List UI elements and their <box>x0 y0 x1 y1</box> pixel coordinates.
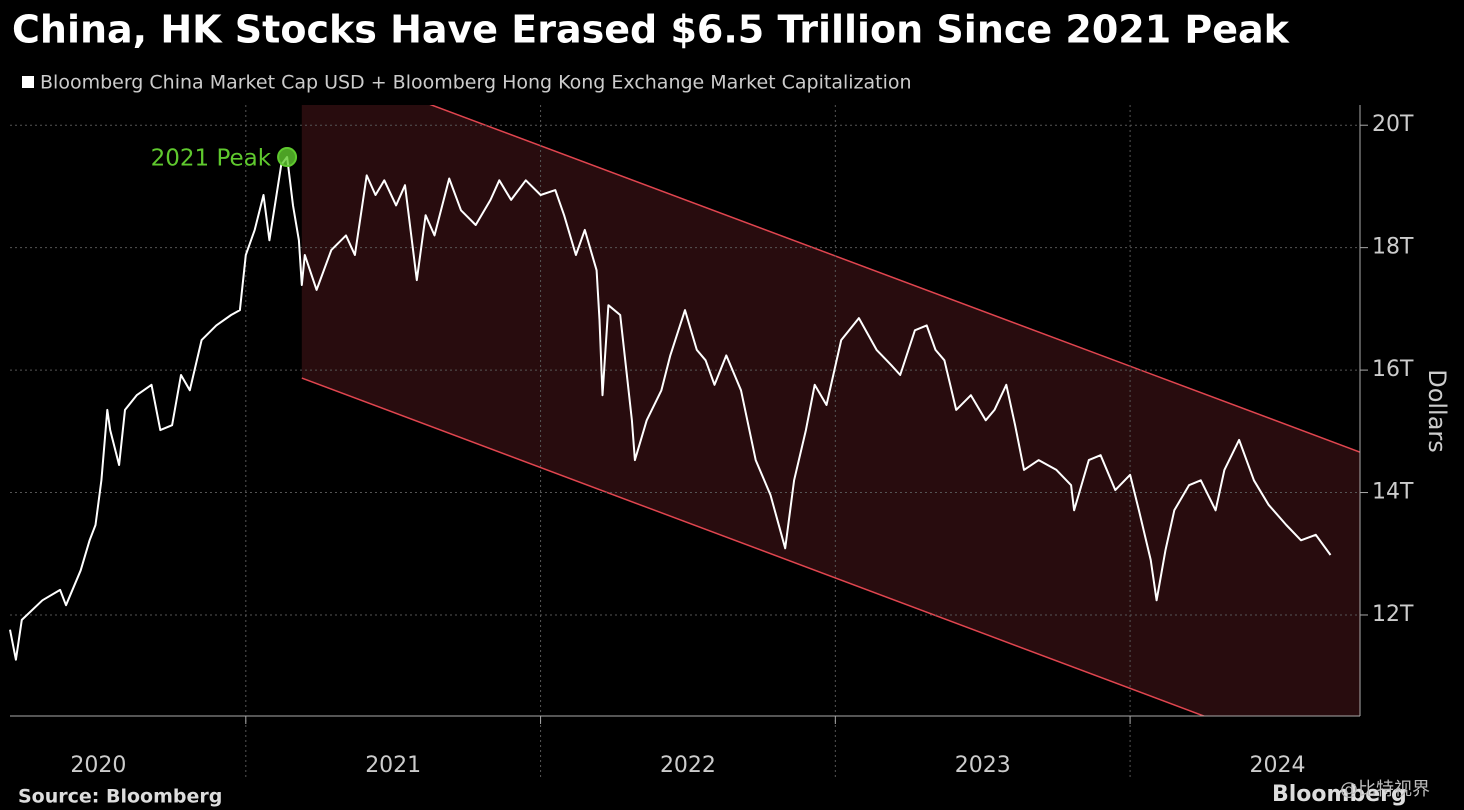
legend-swatch <box>22 76 34 88</box>
watermark: @比特视界 <box>1340 779 1430 800</box>
y-tick-label: 18T <box>1372 235 1414 260</box>
y-tick-label: 14T <box>1372 480 1414 505</box>
peak-label: 2021 Peak <box>151 146 272 172</box>
channel-fill <box>301 105 1360 716</box>
y-tick-label: 12T <box>1372 602 1414 627</box>
x-tick-label: 2020 <box>70 753 126 778</box>
y-axis-label: Dollars <box>1423 369 1451 453</box>
y-tick-label: 20T <box>1372 112 1414 137</box>
chart-title: China, HK Stocks Have Erased $6.5 Trilli… <box>12 8 1290 52</box>
legend-label: Bloomberg China Market Cap USD + Bloombe… <box>40 72 912 94</box>
channel-group <box>301 105 1360 716</box>
source: Source: Bloomberg <box>18 786 222 808</box>
x-tick-label: 2021 <box>365 753 421 778</box>
x-tick-label: 2024 <box>1249 753 1305 778</box>
logo: Bloomberg <box>1272 782 1407 807</box>
x-tick-label: 2022 <box>660 753 716 778</box>
x-tick-label: 2023 <box>955 753 1011 778</box>
channel-edge <box>301 377 1206 716</box>
channel-edge <box>429 105 1360 453</box>
series-line <box>9 156 1332 661</box>
peak-marker <box>277 147 298 168</box>
y-tick-label: 16T <box>1372 357 1414 382</box>
